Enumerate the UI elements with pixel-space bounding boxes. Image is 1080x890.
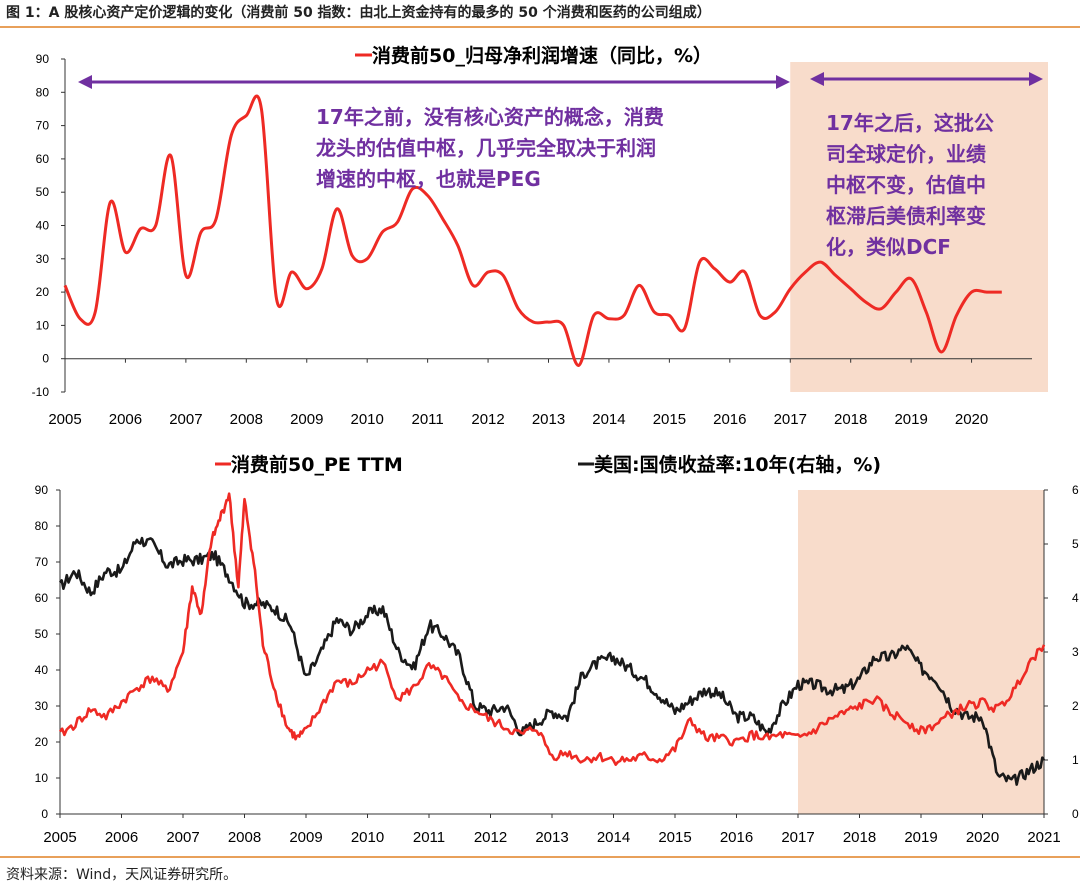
bottom-series-line-us10y (58, 536, 1046, 786)
bottom-x-tick-label: 2021 (1027, 829, 1060, 846)
title-rule (0, 26, 1080, 28)
annotation-line: 司全球定价，业绩 (826, 142, 986, 166)
top-x-tick-label: 2016 (713, 411, 746, 428)
bottom-series-line-pe (58, 492, 1046, 766)
bottom-y-tick-label: 0 (41, 807, 48, 821)
annotation-line: 中枢不变，估值中 (826, 173, 986, 197)
top-y-tick-label: 70 (36, 119, 50, 133)
bottom-y2-tick-label: 5 (1072, 537, 1079, 551)
top-y-tick-label: 40 (36, 219, 50, 233)
annotation-before-2017: 17年之前，没有核心资产的概念，消费龙头的估值中枢，几乎完全取决于利润增速的中枢… (316, 105, 664, 191)
bottom-y2-tick-label: 6 (1072, 483, 1079, 497)
bottom-y-tick-label: 90 (35, 483, 49, 497)
bottom-x-tick-label: 2016 (720, 829, 753, 846)
top-y-tick-label: 20 (36, 285, 50, 299)
bottom-x-tick-label: 2012 (474, 829, 507, 846)
bottom-chart: 0 10 20 30 40 50 60 70 80 90 0 1 2 3 4 5 6 2005 2006 2007 20… (35, 453, 1079, 846)
bottom-y-tick-label: 60 (35, 591, 49, 605)
top-x-tick-label: 2009 (290, 411, 323, 428)
annotation-line: 龙头的估值中枢，几乎完全取决于利润 (316, 136, 656, 160)
bottom-x-tick-label: 2017 (781, 829, 814, 846)
bottom-x-tick-label: 2006 (105, 829, 138, 846)
top-axes: -10 0 10 20 30 40 50 60 70 80 90 2005 2006 2007 2008 20… (32, 52, 1032, 428)
top-x-tick-label: 2019 (894, 411, 927, 428)
bottom-y2-tick-label: 2 (1072, 699, 1079, 713)
bottom-rule (0, 856, 1080, 858)
top-y-tick-label: 0 (42, 352, 49, 366)
top-x-tick-label: 2008 (230, 411, 263, 428)
annotation-line: 枢滞后美债利率变 (826, 204, 986, 228)
annotation-line: 17年之后，这批公 (826, 111, 994, 135)
legend-label-pe: 消费前50_PE TTM (231, 453, 403, 476)
top-x-tick-label: 2015 (653, 411, 686, 428)
bottom-x-tick-label: 2013 (535, 829, 568, 846)
bottom-axes: 0 10 20 30 40 50 60 70 80 90 0 1 2 3 4 5 6 2005 2006 2007 20… (35, 483, 1079, 846)
top-shaded-region (790, 62, 1048, 392)
bottom-x-tick-label: 2010 (351, 829, 384, 846)
bottom-y2-tick-label: 3 (1072, 645, 1079, 659)
bottom-x-tick-label: 2015 (658, 829, 691, 846)
arrow-before-2017 (78, 75, 790, 89)
bottom-shaded-region (798, 490, 1044, 814)
bottom-y-tick-label: 30 (35, 699, 49, 713)
legend-label-us10y: 美国:国债收益率:10年(右轴，%) (594, 453, 881, 476)
top-y-tick-label: 10 (36, 318, 50, 332)
top-y-tick-label: -10 (32, 385, 50, 399)
bottom-x-tick-label: 2011 (413, 829, 445, 846)
top-x-tick-label: 2020 (955, 411, 988, 428)
top-y-tick-label: 90 (36, 52, 50, 66)
top-y-tick-label: 30 (36, 252, 50, 266)
top-x-tick-label: 2011 (411, 411, 443, 428)
bottom-y2-tick-label: 4 (1072, 591, 1079, 605)
top-y-tick-label: 50 (36, 185, 50, 199)
bottom-x-tick-label: 2019 (904, 829, 937, 846)
bottom-x-tick-label: 2008 (228, 829, 261, 846)
annotation-line: 增速的中枢，也就是PEG (316, 167, 541, 191)
arrow-after-2017 (810, 72, 1043, 86)
top-x-tick-label: 2010 (351, 411, 384, 428)
source-note: 资料来源：Wind，天风证券研究所。 (6, 867, 238, 883)
annotation-line: 17年之前，没有核心资产的概念，消费 (316, 105, 664, 129)
top-y-tick-label: 60 (36, 152, 50, 166)
top-arrows (78, 72, 1043, 89)
bottom-x-tick-label: 2018 (843, 829, 876, 846)
annotation-line: 化，类似DCF (826, 235, 951, 259)
top-x-tick-label: 2007 (169, 411, 202, 428)
bottom-x-tick-label: 2020 (966, 829, 999, 846)
top-x-tick-label: 2017 (774, 411, 807, 428)
bottom-y-tick-label: 50 (35, 627, 49, 641)
bottom-x-tick-label: 2009 (289, 829, 322, 846)
top-chart: -10 0 10 20 30 40 50 60 70 80 90 2005 2006 2007 2008 20… (32, 44, 1048, 428)
bottom-y-tick-label: 20 (35, 735, 49, 749)
top-legend: 消费前50_归母净利润增速（同比，%） (355, 44, 712, 67)
top-x-tick-label: 2013 (532, 411, 565, 428)
arrow-head-left (78, 75, 92, 89)
legend-label-profit-growth: 消费前50_归母净利润增速（同比，%） (372, 44, 712, 67)
bottom-y-tick-label: 70 (35, 555, 49, 569)
bottom-legend: 消费前50_PE TTM 美国:国债收益率:10年(右轴，%) (215, 453, 881, 476)
bottom-y2-tick-label: 1 (1072, 753, 1079, 767)
top-x-tick-label: 2012 (471, 411, 504, 428)
bottom-y-tick-label: 40 (35, 663, 49, 677)
arrow-head-right (1029, 72, 1043, 86)
figure-title: 图 1：A 股核心资产定价逻辑的变化（消费前 50 指数：由北上资金持有的最多的… (6, 5, 711, 21)
top-series-line (63, 94, 1002, 367)
bottom-y2-tick-label: 0 (1072, 807, 1079, 821)
arrow-head-left (810, 72, 824, 86)
bottom-x-tick-label: 2014 (597, 829, 630, 846)
top-x-tick-label: 2014 (592, 411, 625, 428)
bottom-y-tick-label: 10 (35, 771, 49, 785)
arrow-head-right (776, 75, 790, 89)
top-x-tick-label: 2005 (48, 411, 81, 428)
bottom-y-tick-label: 80 (35, 519, 49, 533)
bottom-x-tick-label: 2007 (166, 829, 199, 846)
top-x-tick-label: 2018 (834, 411, 867, 428)
top-y-tick-label: 80 (36, 85, 50, 99)
top-x-tick-label: 2006 (109, 411, 142, 428)
bottom-x-tick-label: 2005 (43, 829, 76, 846)
